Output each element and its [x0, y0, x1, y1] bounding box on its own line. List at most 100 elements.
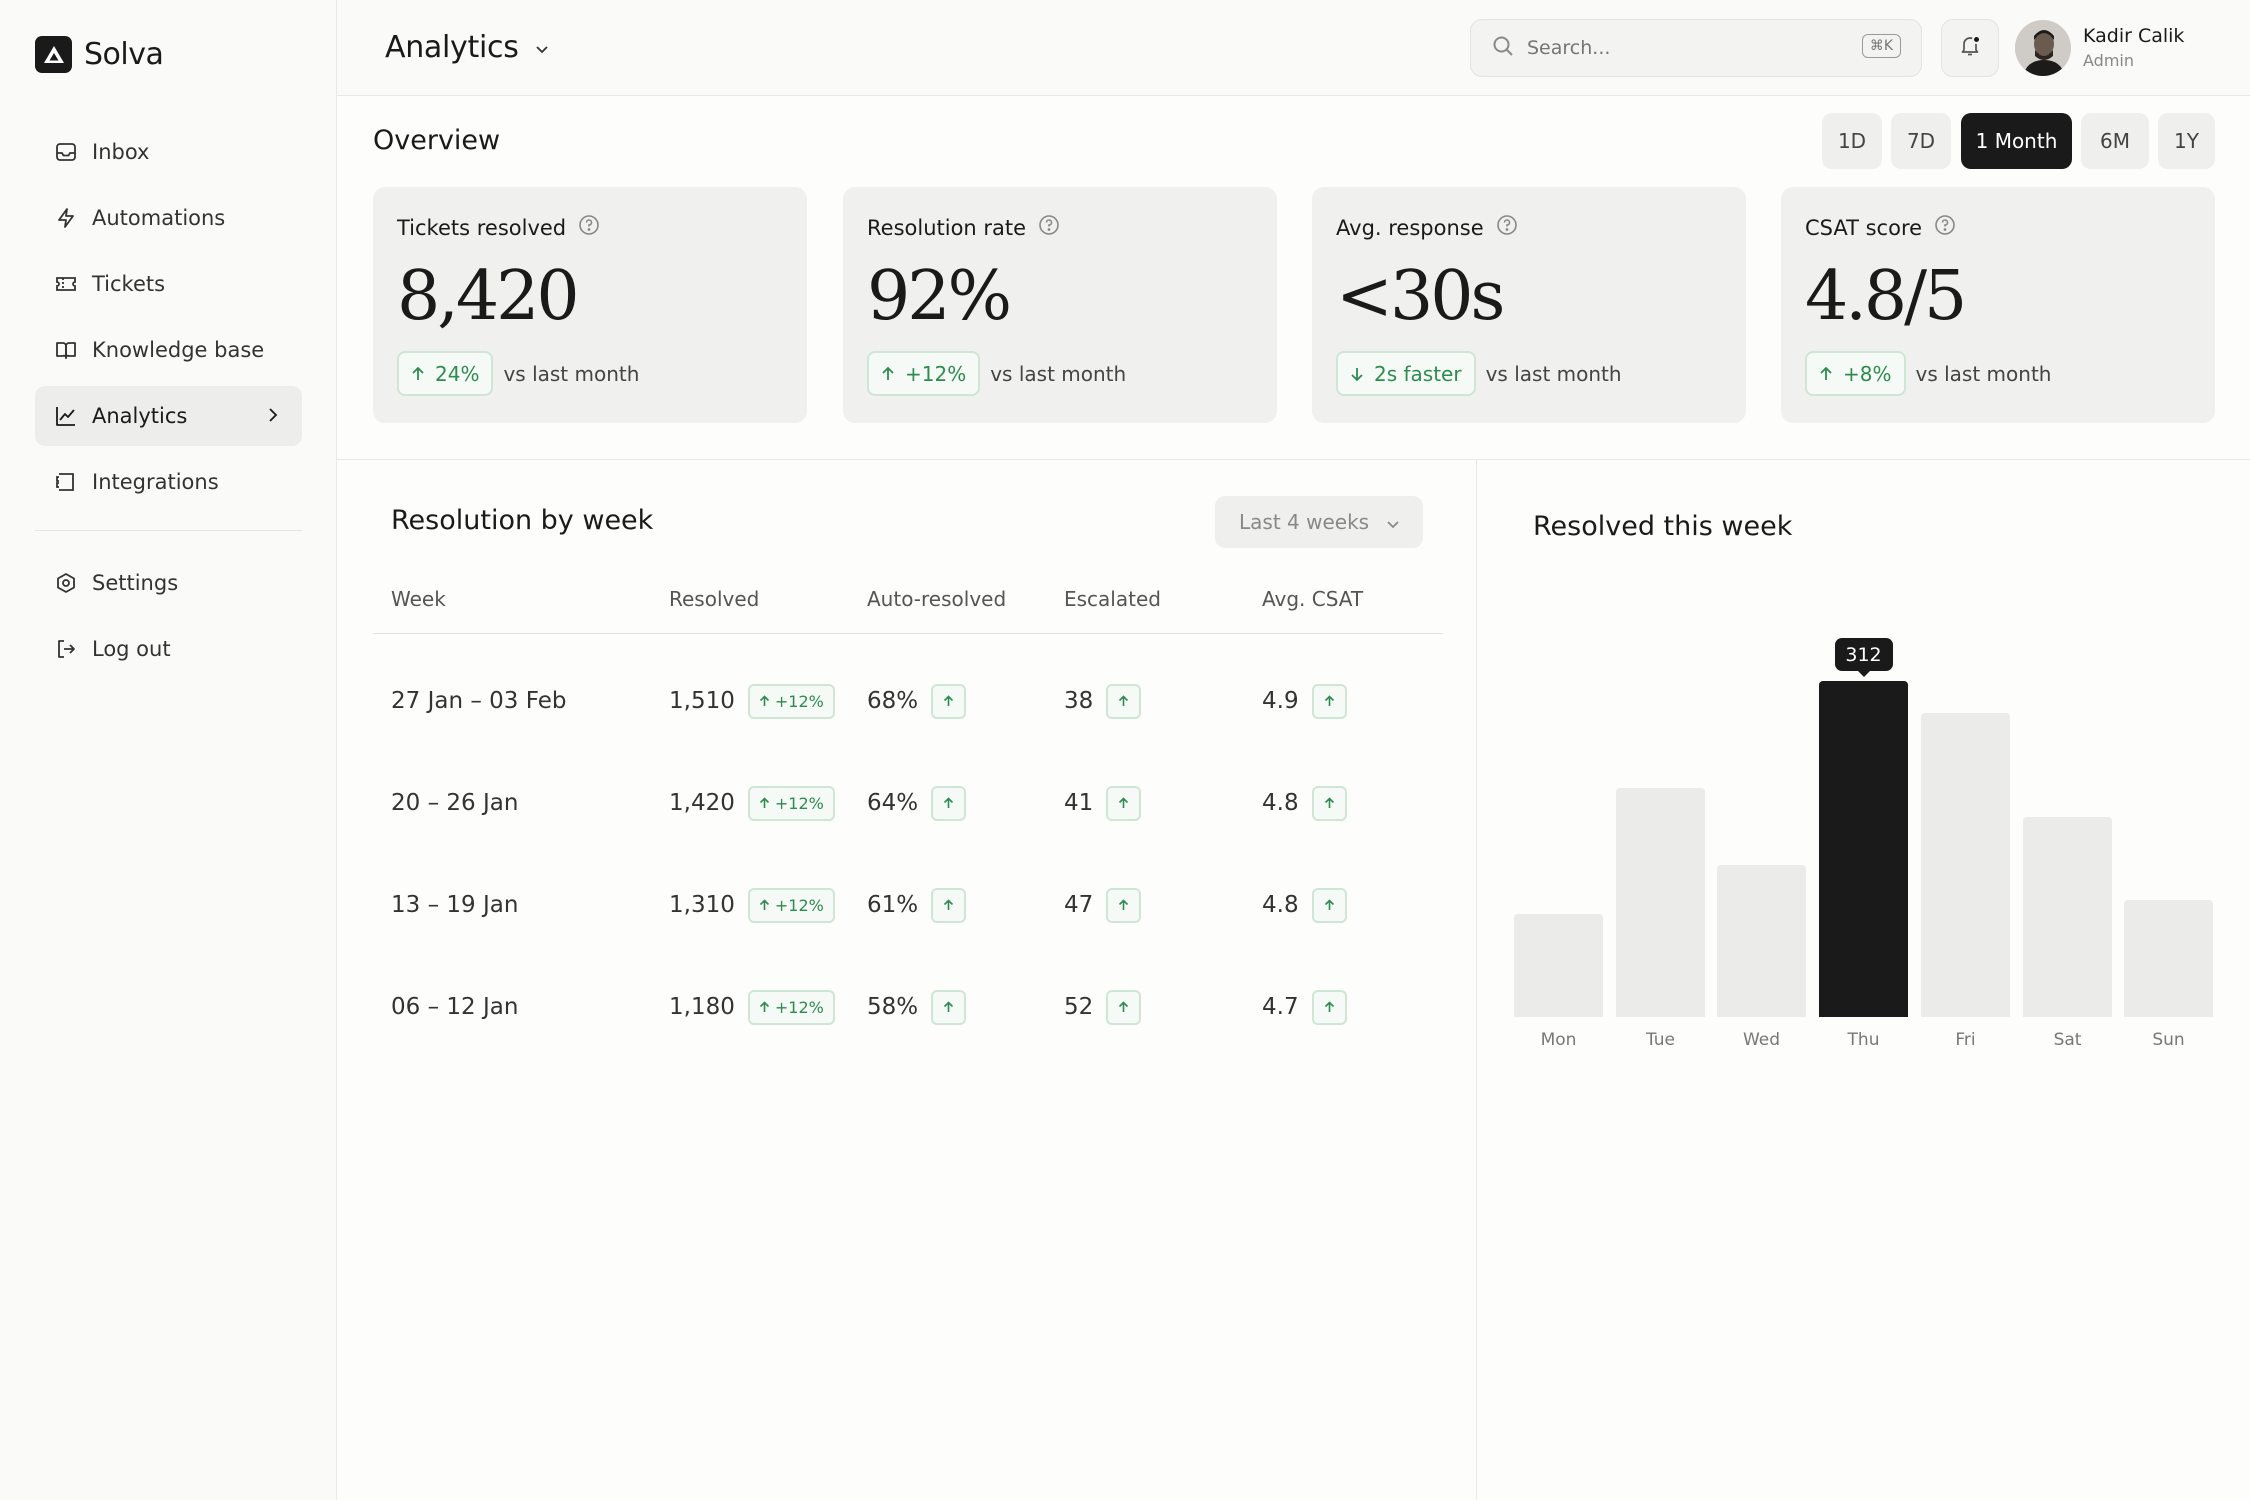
range-1y-button[interactable]: 1Y [2158, 113, 2215, 169]
bar-sun[interactable] [2124, 900, 2213, 1017]
range-1-month-button[interactable]: 1 Month [1961, 113, 2072, 169]
resolved-delta: +12% [774, 793, 824, 813]
help-circle-icon[interactable] [1038, 214, 1060, 241]
help-circle-icon[interactable] [1496, 214, 1518, 241]
notifications-button[interactable] [1941, 19, 1999, 77]
column-header-resolved[interactable]: Resolved [669, 587, 760, 611]
trend-up-badge [1106, 683, 1142, 719]
auto-resolved-cell: 61% [867, 892, 919, 918]
trend-up-badge [1106, 989, 1142, 1025]
bolt-icon [54, 206, 78, 230]
arrow-up-icon [412, 366, 424, 380]
arrow-up-icon [1820, 366, 1832, 380]
column-header-week[interactable]: Week [391, 587, 446, 611]
delta-suffix: vs last month [503, 361, 640, 386]
arrow-up-icon [1324, 1001, 1334, 1012]
sidebar-item-integrations[interactable]: Integrations [35, 452, 302, 512]
search-input[interactable] [1527, 37, 1857, 59]
help-circle-icon[interactable] [578, 214, 600, 241]
sidebar-item-label: Tickets [92, 272, 166, 296]
sidebar-item-logout[interactable]: Log out [35, 619, 302, 679]
sidebar-item-automations[interactable]: Automations [35, 188, 302, 248]
sidebar-item-analytics[interactable]: Analytics [35, 386, 302, 446]
x-tick-label: Fri [1955, 1030, 1976, 1050]
topbar: Analytics ⌘K Kadir Calik Admin [337, 0, 2250, 96]
range-6m-button[interactable]: 6M [2081, 113, 2149, 169]
resolved-cell: 1,180 [669, 994, 735, 1020]
arrow-up-icon [1119, 899, 1129, 910]
range-1d-button[interactable]: 1D [1822, 113, 1882, 169]
delta-suffix: vs last month [1915, 361, 2052, 386]
column-header-auto-resolved[interactable]: Auto-resolved [867, 587, 1007, 611]
sidebar-item-label: Settings [92, 571, 179, 595]
arrow-up-icon [759, 797, 769, 808]
user-name: Kadir Calik [2083, 25, 2185, 47]
delta-badge: +8% [1805, 351, 1906, 396]
chevron-down-icon [1385, 514, 1401, 538]
section-divider [337, 459, 2250, 460]
auto-resolved-cell: 58% [867, 994, 919, 1020]
avatar[interactable] [2015, 20, 2071, 76]
resolved-cell: 1,310 [669, 892, 735, 918]
trend-up-badge [1311, 785, 1347, 821]
avg-csat-cell: 4.8 [1262, 790, 1299, 816]
bar-tue[interactable] [1616, 788, 1705, 1017]
stat-label: Tickets resolved [397, 215, 567, 240]
arrow-up-icon [1119, 1001, 1129, 1012]
page-title: Analytics [385, 30, 519, 65]
bar-thu[interactable] [1819, 681, 1908, 1017]
stat-value: 4.8/5 [1805, 257, 1967, 336]
delta-suffix: vs last month [990, 361, 1127, 386]
stat-value: <30s [1336, 257, 1505, 336]
sidebar-item-inbox[interactable]: Inbox [35, 122, 302, 182]
sidebar-item-label: Log out [92, 637, 171, 661]
sidebar-item-knowledge-base[interactable]: Knowledge base [35, 320, 302, 380]
trend-up-badge [1106, 785, 1142, 821]
arrow-up-icon [944, 899, 954, 910]
arrow-up-icon [944, 695, 954, 706]
resolved-cell: 1,420 [669, 790, 735, 816]
page-title-dropdown[interactable]: Analytics [385, 28, 551, 67]
period-filter-value: Last 4 weeks [1239, 510, 1370, 534]
bar-sat[interactable] [2023, 817, 2112, 1017]
help-circle-icon[interactable] [1934, 214, 1956, 241]
bar-value-tooltip: 312 [1834, 638, 1893, 677]
chart-icon [54, 404, 78, 428]
arrow-up-icon [1324, 899, 1334, 910]
user-role: Admin [2083, 51, 2134, 70]
range-7d-button[interactable]: 7D [1891, 113, 1951, 169]
x-tick-label: Thu [1847, 1030, 1880, 1050]
panel-divider [1476, 459, 1477, 1500]
auto-resolved-cell: 64% [867, 790, 919, 816]
bar-wed[interactable] [1717, 865, 1806, 1017]
trend-up-badge [931, 785, 967, 821]
trend-up-badge [1311, 683, 1347, 719]
gear-icon [54, 571, 78, 595]
search-box[interactable]: ⌘K [1470, 19, 1922, 77]
search-shortcut: ⌘K [1861, 34, 1901, 58]
sidebar-item-label: Integrations [92, 470, 219, 494]
delta-value: 24% [435, 361, 480, 386]
sidebar-item-label: Knowledge base [92, 338, 265, 362]
column-header-escalated[interactable]: Escalated [1064, 587, 1161, 611]
bar-fri[interactable] [1921, 713, 2010, 1017]
trend-up-badge [931, 989, 967, 1025]
sidebar-item-tickets[interactable]: Tickets [35, 254, 302, 314]
bar-mon[interactable] [1514, 914, 1603, 1017]
period-filter-dropdown[interactable]: Last 4 weeks [1215, 496, 1423, 548]
table-title: Resolution by week [391, 505, 654, 536]
brand-logo-icon [35, 36, 72, 73]
sidebar-item-settings[interactable]: Settings [35, 553, 302, 613]
arrow-up-icon [1119, 797, 1129, 808]
sidebar-nav: Inbox Automations Tickets Knowledge base… [35, 122, 302, 685]
resolved-delta-badge: +12% [747, 785, 835, 821]
column-header-avg-csat[interactable]: Avg. CSAT [1262, 587, 1364, 611]
x-tick-label: Tue [1645, 1030, 1676, 1050]
resolved-delta-badge: +12% [747, 989, 835, 1025]
brand[interactable]: Solva [35, 36, 164, 73]
integrations-icon [54, 470, 78, 494]
week-cell: 27 Jan – 03 Feb [391, 688, 567, 714]
arrow-up-icon [759, 1001, 769, 1012]
avg-csat-cell: 4.7 [1262, 994, 1299, 1020]
stat-card-avg-response: Avg. response <30s 2s faster vs last mon… [1312, 187, 1746, 423]
